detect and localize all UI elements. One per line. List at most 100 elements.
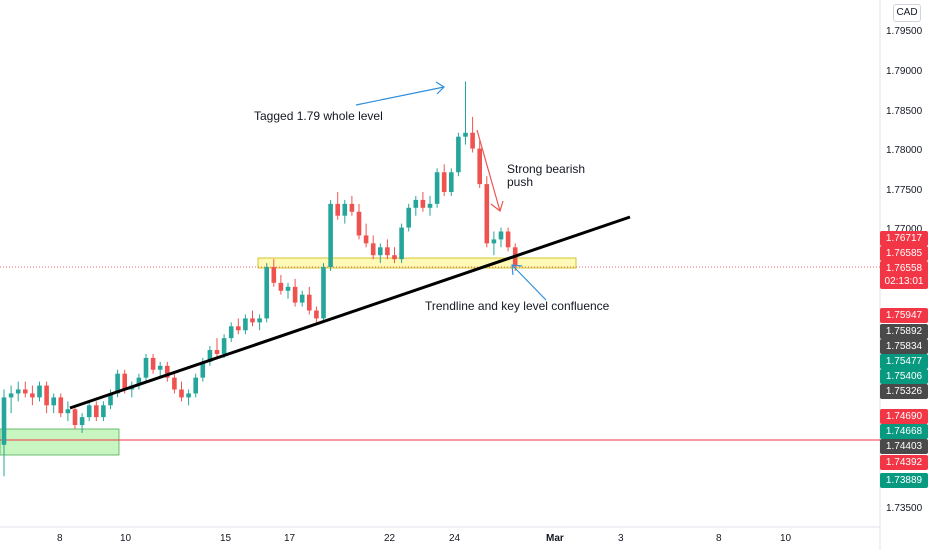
bull-candle[interactable] bbox=[299, 294, 305, 303]
bull-candle[interactable] bbox=[15, 389, 21, 394]
trendline[interactable] bbox=[69, 215, 631, 410]
bear-candle[interactable] bbox=[420, 199, 426, 208]
time-tick-label: 15 bbox=[220, 533, 232, 544]
bull-candle[interactable] bbox=[264, 267, 269, 319]
bear-candle[interactable] bbox=[172, 377, 177, 390]
bull-candle[interactable] bbox=[342, 203, 348, 216]
price-tag: 1.74392 bbox=[880, 455, 928, 470]
time-tick-label: 8 bbox=[716, 533, 722, 544]
bull-candle[interactable] bbox=[200, 361, 206, 378]
bull-candle[interactable] bbox=[399, 227, 404, 260]
bull-candle[interactable] bbox=[449, 172, 454, 192]
bear-candle[interactable] bbox=[58, 397, 64, 414]
bull-candle[interactable] bbox=[427, 203, 433, 208]
bear-candle[interactable] bbox=[441, 172, 447, 192]
bull-candle[interactable] bbox=[157, 365, 163, 370]
price-tag: 1.75834 bbox=[880, 339, 928, 354]
currency-button[interactable]: CAD bbox=[893, 4, 921, 22]
bull-candle[interactable] bbox=[65, 409, 71, 414]
bull-candle[interactable] bbox=[328, 203, 333, 268]
bull-candle[interactable] bbox=[79, 417, 85, 426]
time-tick-label: 24 bbox=[449, 533, 461, 544]
demand-zone-box[interactable] bbox=[0, 428, 120, 456]
bull-candle[interactable] bbox=[257, 318, 262, 323]
bear-candle[interactable] bbox=[484, 184, 490, 244]
price-tag: 1.74403 bbox=[880, 439, 928, 454]
bull-candle[interactable] bbox=[456, 136, 461, 173]
bull-candle[interactable] bbox=[207, 350, 213, 362]
bear-candle[interactable] bbox=[236, 326, 241, 331]
bear-candle[interactable] bbox=[122, 373, 127, 390]
bull-candle[interactable] bbox=[193, 377, 198, 394]
bear-candle[interactable] bbox=[477, 148, 482, 185]
bull-candle[interactable] bbox=[143, 357, 149, 378]
bear-candle[interactable] bbox=[250, 318, 255, 323]
bear-candle[interactable] bbox=[370, 243, 376, 256]
bear-candle[interactable] bbox=[470, 132, 475, 149]
bear-candle[interactable] bbox=[44, 385, 49, 406]
bear-candle[interactable] bbox=[72, 409, 78, 426]
time-tick-label: 17 bbox=[284, 533, 296, 544]
bear-candle[interactable] bbox=[23, 389, 28, 394]
bear-candle[interactable] bbox=[363, 235, 369, 244]
bear-candle[interactable] bbox=[314, 310, 319, 319]
price-tag: 1.75326 bbox=[880, 384, 928, 399]
bear-candle[interactable] bbox=[392, 255, 397, 260]
bull-candle[interactable] bbox=[8, 393, 14, 398]
bull-candle[interactable] bbox=[413, 199, 419, 208]
bull-candle[interactable] bbox=[221, 338, 227, 354]
bear-candle[interactable] bbox=[292, 286, 298, 303]
bull-candle[interactable] bbox=[406, 207, 411, 228]
key-level-zone-box[interactable] bbox=[257, 257, 577, 269]
bull-candle[interactable] bbox=[243, 318, 248, 331]
bull-candle[interactable] bbox=[1, 397, 7, 445]
bear-candle[interactable] bbox=[349, 203, 355, 212]
price-tick-label: 1.79000 bbox=[886, 66, 923, 77]
bull-candle[interactable] bbox=[101, 405, 106, 418]
price-tag: 1.74668 bbox=[880, 424, 928, 439]
bear-candle[interactable] bbox=[94, 405, 99, 418]
bearish-push-line1: Strong bearish bbox=[507, 162, 586, 176]
bear-candle[interactable] bbox=[214, 350, 220, 354]
confluence-note: Trendline and key level confluence bbox=[425, 299, 610, 313]
bear-candle[interactable] bbox=[165, 365, 170, 378]
bull-candle[interactable] bbox=[434, 172, 440, 204]
time-tick-label: 10 bbox=[120, 533, 132, 544]
bull-candle[interactable] bbox=[498, 231, 504, 240]
bear-candle[interactable] bbox=[356, 211, 362, 236]
bear-candle[interactable] bbox=[150, 357, 156, 370]
bull-candle[interactable] bbox=[186, 393, 191, 398]
bull-candle[interactable] bbox=[86, 405, 92, 418]
bull-candle[interactable] bbox=[321, 267, 326, 319]
bear-candle[interactable] bbox=[30, 393, 35, 398]
price-tick-label: 1.78000 bbox=[886, 145, 923, 156]
bull-candle[interactable] bbox=[463, 132, 468, 137]
bear-candle[interactable] bbox=[307, 294, 312, 311]
bull-candle[interactable] bbox=[378, 247, 383, 256]
confluence-arrow bbox=[511, 264, 547, 301]
bull-candle[interactable] bbox=[108, 393, 113, 406]
price-tick-label: 1.77500 bbox=[886, 185, 923, 196]
bull-candle[interactable] bbox=[136, 377, 142, 386]
time-tick-label: 10 bbox=[780, 533, 792, 544]
bear-candle[interactable] bbox=[179, 389, 184, 398]
time-tick-label: Mar bbox=[546, 533, 564, 544]
bear-candle[interactable] bbox=[271, 267, 277, 283]
tagged-level-note: Tagged 1.79 whole level bbox=[254, 109, 383, 123]
bear-candle[interactable] bbox=[385, 247, 390, 256]
bear-candle[interactable] bbox=[505, 231, 511, 248]
tagged-arrow bbox=[355, 81, 445, 106]
price-tick-label: 1.77000 bbox=[886, 224, 923, 235]
bear-candle[interactable] bbox=[278, 282, 284, 291]
price-tag: 1.73889 bbox=[880, 473, 928, 488]
bull-candle[interactable] bbox=[228, 326, 234, 339]
countdown-tag: 02:13:01 bbox=[880, 274, 928, 289]
bull-candle[interactable] bbox=[37, 385, 42, 398]
bull-candle[interactable] bbox=[115, 373, 120, 394]
bull-candle[interactable] bbox=[285, 286, 291, 291]
bear-candle[interactable] bbox=[335, 203, 340, 216]
bull-candle[interactable] bbox=[491, 239, 497, 244]
bull-candle[interactable] bbox=[51, 397, 56, 406]
price-tick-label: 1.73500 bbox=[886, 503, 923, 514]
